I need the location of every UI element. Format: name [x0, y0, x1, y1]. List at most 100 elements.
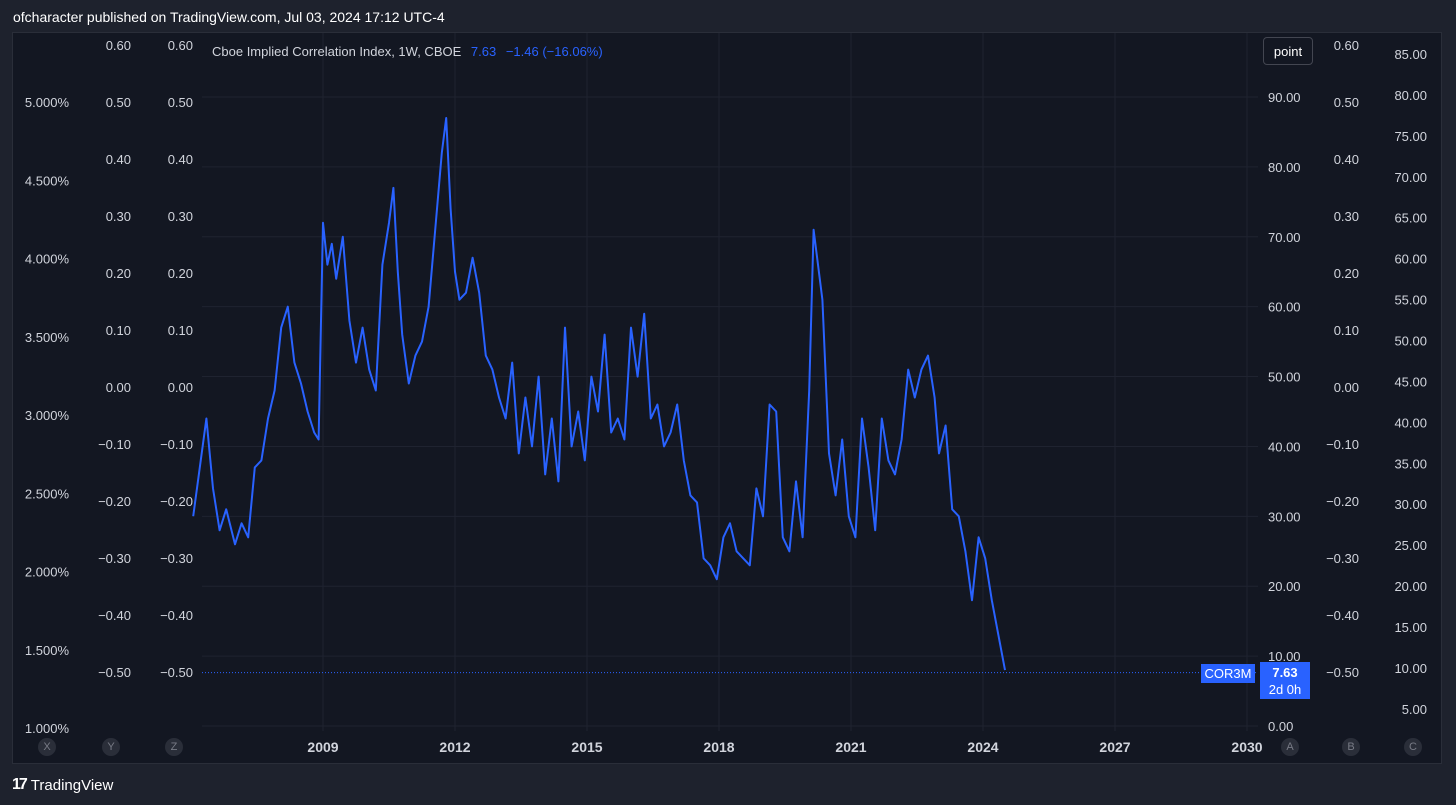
y-tick-label-main: 90.00 — [1268, 90, 1301, 105]
axis-z-button[interactable]: Z — [165, 738, 183, 756]
y-tick-label-right-a: 0.60 — [1334, 38, 1359, 53]
y-tick-label-right-b: 20.00 — [1394, 579, 1427, 594]
x-tick-label: 2030 — [1231, 739, 1262, 755]
y-tick-label-right-a: −0.50 — [1326, 665, 1359, 680]
x-tick-label: 2018 — [703, 739, 734, 755]
y-tick-label-right-b: 60.00 — [1394, 252, 1427, 267]
y-tick-label-main: 20.00 — [1268, 579, 1301, 594]
x-tick-label: 2015 — [571, 739, 602, 755]
y-tick-label-left-b: 0.00 — [168, 380, 193, 395]
y-tick-label-left-a: −0.10 — [98, 437, 131, 452]
y-tick-label-right-b: 75.00 — [1394, 129, 1427, 144]
right-main-axis: 90.00 80.00 70.00 60.00 50.00 40.00 30.00 20.00… — [1268, 90, 1301, 734]
footer: 17 TradingView — [12, 775, 113, 795]
y-tick-label-left-a: 0.20 — [106, 266, 131, 281]
y-tick-label-right-b: 80.00 — [1394, 88, 1427, 103]
x-tick-label: 2012 — [439, 739, 470, 755]
y-tick-label-main: 70.00 — [1268, 230, 1301, 245]
grid — [202, 33, 1258, 731]
axis-a-button[interactable]: A — [1281, 738, 1299, 756]
y-tick-label-right-a: 0.40 — [1334, 152, 1359, 167]
y-tick-label-left-b: −0.10 — [160, 437, 193, 452]
y-tick-label-left-b: 0.50 — [168, 95, 193, 110]
y-tick-label-main: 0.00 — [1268, 719, 1293, 734]
y-tick-label-right-a: 0.50 — [1334, 95, 1359, 110]
y-tick-label-right-a: 0.10 — [1334, 323, 1359, 338]
y-tick-label-left-pct: 2.000% — [25, 565, 70, 580]
left-axis-b: 0.60 0.50 0.40 0.30 0.20 0.10 0.00 −0.10 −0.20 −0… — [160, 38, 193, 680]
y-tick-label-main: 50.00 — [1268, 370, 1301, 385]
y-tick-label-left-pct: 5.000% — [25, 95, 70, 110]
y-tick-label-right-a: −0.10 — [1326, 437, 1359, 452]
legend-title: Cboe Implied Correlation Index, 1W, CBOE — [212, 44, 462, 59]
y-tick-label-right-b: 5.00 — [1402, 702, 1427, 717]
y-tick-label-left-b: −0.40 — [160, 608, 193, 623]
legend-change: −1.46 (−16.06%) — [505, 44, 603, 59]
y-tick-label-left-pct: 4.000% — [25, 252, 70, 267]
y-tick-label-left-a: 0.50 — [106, 95, 131, 110]
y-tick-label-left-b: 0.30 — [168, 209, 193, 224]
legend-value: 7.63 — [470, 44, 497, 59]
tradingview-logo-icon: 17 — [12, 776, 28, 793]
tradingview-logo-text[interactable]: TradingView — [30, 776, 114, 794]
y-tick-label-left-a: 0.40 — [106, 152, 131, 167]
price-badge-countdown: 2d 0h — [1268, 682, 1302, 697]
price-badge: 7.63 2d 0h — [1260, 662, 1310, 699]
y-tick-label-right-b: 45.00 — [1394, 374, 1427, 389]
y-tick-label-right-b: 65.00 — [1394, 211, 1427, 226]
y-tick-label-main: 10.00 — [1268, 649, 1301, 664]
y-tick-label-left-pct: 4.500% — [25, 173, 70, 188]
y-tick-label-right-b: 55.00 — [1394, 293, 1427, 308]
price-badge-value: 7.63 — [1272, 665, 1298, 680]
y-tick-label-right-a: 0.20 — [1334, 266, 1359, 281]
y-tick-label-right-b: 30.00 — [1394, 497, 1427, 512]
scale-point-button[interactable]: point — [1263, 37, 1313, 65]
right-axis-b: 85.00 80.00 75.00 70.00 65.00 60.00 55.00 50.00… — [1394, 47, 1427, 717]
y-tick-label-left-pct: 1.000% — [25, 721, 70, 736]
y-tick-label-left-a: −0.40 — [98, 608, 131, 623]
chart-legend: Cboe Implied Correlation Index, 1W, CBOE… — [212, 44, 603, 59]
y-tick-label-left-a: −0.20 — [98, 494, 131, 509]
y-tick-label-left-pct: 3.500% — [25, 330, 70, 345]
x-tick-label: 2009 — [307, 739, 338, 755]
symbol-badge: COR3M — [1201, 664, 1255, 683]
axis-b-button[interactable]: B — [1342, 738, 1360, 756]
series-line-cor3m — [192, 117, 1006, 671]
y-tick-label-right-a: −0.30 — [1326, 551, 1359, 566]
y-tick-label-right-b: 15.00 — [1394, 620, 1427, 635]
y-tick-label-left-pct: 2.500% — [25, 486, 70, 501]
y-tick-label-right-b: 50.00 — [1394, 334, 1427, 349]
y-tick-label-right-a: −0.40 — [1326, 608, 1359, 623]
y-tick-label-left-b: −0.30 — [160, 551, 193, 566]
left-percent-axis: 5.000% 4.500% 4.000% 3.500% 3.000% 2.500% 2.00… — [25, 95, 70, 736]
y-tick-label-left-b: 0.40 — [168, 152, 193, 167]
y-tick-label-left-a: 0.00 — [106, 380, 131, 395]
y-tick-label-left-a: 0.60 — [106, 38, 131, 53]
y-tick-label-left-a: −0.50 — [98, 665, 131, 680]
axis-c-button[interactable]: C — [1404, 738, 1422, 756]
axis-x-button[interactable]: X — [38, 738, 56, 756]
y-tick-label-left-b: −0.50 — [160, 665, 193, 680]
y-tick-label-right-b: 85.00 — [1394, 47, 1427, 62]
y-tick-label-right-b: 35.00 — [1394, 456, 1427, 471]
right-axis-a: 0.60 0.50 0.40 0.30 0.20 0.10 0.00 −0.10 −0.20 −0… — [1326, 38, 1359, 680]
x-tick-label: 2024 — [967, 739, 998, 755]
x-axis: 2009 2012 2015 2018 2021 2024 2027 2030 — [307, 739, 1262, 755]
x-tick-label: 2027 — [1099, 739, 1130, 755]
y-tick-label-left-a: 0.30 — [106, 209, 131, 224]
y-tick-label-main: 60.00 — [1268, 300, 1301, 315]
left-axis-a: 0.60 0.50 0.40 0.30 0.20 0.10 0.00 −0.10 −0.20 −0… — [98, 38, 131, 680]
y-tick-label-right-a: 0.30 — [1334, 209, 1359, 224]
y-tick-label-left-pct: 3.000% — [25, 408, 70, 423]
y-tick-label-right-a: 0.00 — [1334, 380, 1359, 395]
y-tick-label-right-b: 10.00 — [1394, 661, 1427, 676]
y-tick-label-right-b: 25.00 — [1394, 538, 1427, 553]
x-tick-label: 2021 — [835, 739, 866, 755]
publisher-header: ofcharacter published on TradingView.com… — [13, 9, 445, 25]
y-tick-label-left-b: 0.10 — [168, 323, 193, 338]
y-tick-label-left-a: 0.10 — [106, 323, 131, 338]
y-tick-label-left-b: −0.20 — [160, 494, 193, 509]
chart-frame[interactable] — [12, 32, 1442, 764]
axis-y-button[interactable]: Y — [102, 738, 120, 756]
